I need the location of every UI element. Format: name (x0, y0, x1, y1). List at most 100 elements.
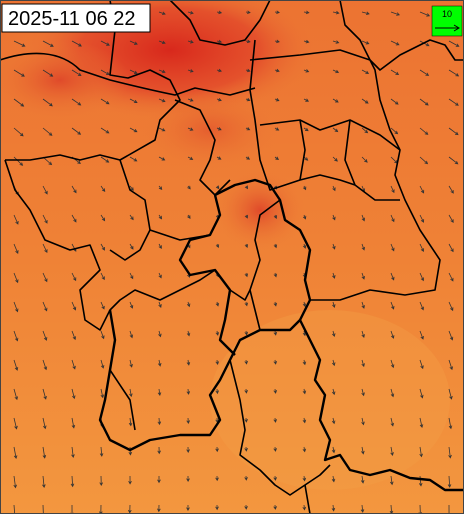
wind-arrow (100, 330, 105, 340)
wind-arrow (42, 475, 46, 489)
wind-arrow (244, 301, 249, 307)
wind-arrow (158, 127, 166, 132)
wind-arrow (361, 388, 365, 397)
wind-arrow (361, 214, 366, 222)
legend-box (431, 5, 463, 37)
wind-arrow (71, 330, 76, 341)
wind-arrow (419, 388, 424, 399)
wind-arrow (419, 446, 423, 458)
wind-arrow (42, 243, 48, 254)
wind-arrow (274, 156, 280, 160)
cool-area (210, 310, 450, 490)
wind-arrow (129, 330, 134, 339)
wind-arrow (360, 475, 365, 484)
wind-arrow (158, 11, 166, 15)
wind-arrow (13, 475, 17, 489)
wind-arrow (332, 156, 338, 162)
wind-arrow (158, 243, 162, 249)
wind-arrow (157, 359, 162, 367)
wind-arrow (390, 388, 395, 398)
wind-arrow (157, 417, 162, 426)
wind-arrow (216, 156, 222, 160)
wind-arrow (215, 475, 219, 482)
wind-arrow (244, 243, 249, 248)
wind-arrow (158, 40, 166, 45)
wind-arrow (448, 185, 454, 194)
wind-arrow (361, 301, 365, 309)
wind-arrow (129, 388, 133, 398)
wind-arrow (158, 156, 166, 161)
wind-arrow (187, 214, 191, 219)
wind-arrow (418, 475, 423, 487)
wind-arrow (244, 417, 248, 423)
wind-arrow (274, 127, 280, 131)
wind-arrow (70, 475, 75, 488)
wind-arrow (187, 98, 194, 102)
wind-arrow (187, 40, 194, 44)
wind-arrow (419, 301, 424, 311)
wind-arrow (390, 243, 395, 252)
wind-arrow (245, 10, 251, 15)
wind-arrow (13, 214, 19, 225)
wind-arrow (100, 214, 106, 222)
wind-arrow (129, 243, 134, 250)
wind-arrow (332, 301, 336, 308)
wind-arrow (360, 504, 365, 513)
wind-arrow (244, 185, 248, 190)
wind-arrow (332, 40, 340, 44)
wind-arrow (448, 98, 459, 106)
wind-arrow (71, 388, 76, 400)
wind-arrow (361, 127, 369, 134)
wind-arrow (71, 69, 82, 77)
wind-arrow (448, 127, 459, 136)
wind-arrow (71, 359, 76, 370)
wind-arrow (302, 475, 307, 482)
wind-arrow (331, 475, 336, 483)
wind-arrow (245, 156, 251, 160)
wind-arrow (331, 504, 336, 512)
wind-arrow (158, 69, 166, 74)
wind-arrow (390, 359, 395, 369)
wind-arrow (129, 185, 134, 191)
wind-arrow (158, 330, 162, 338)
wind-arrow (390, 98, 399, 105)
wind-arrow (361, 98, 369, 104)
wind-arrow (42, 359, 48, 371)
wind-arrow (448, 156, 459, 165)
wind-arrow (216, 97, 222, 102)
wind-arrow (100, 156, 110, 163)
wind-arrow (13, 272, 19, 284)
wind-arrow (303, 10, 310, 15)
wind-arrow (331, 417, 336, 425)
wind-arrow (273, 330, 278, 336)
wind-arrow (186, 504, 190, 512)
wind-arrow (13, 301, 19, 313)
wind-arrow (42, 446, 47, 459)
wind-arrow (71, 185, 77, 194)
wind-arrow (157, 388, 162, 396)
wind-arrow (42, 69, 54, 77)
wind-arrow (129, 156, 138, 162)
wind-arrow (302, 214, 307, 220)
wind-arrow (361, 330, 365, 338)
wind-arrow (158, 185, 163, 191)
wind-arrow (41, 504, 46, 514)
wind-arrow (303, 127, 309, 132)
wind-arrow (448, 417, 453, 430)
timestamp: 2025-11 06 22 (8, 8, 136, 30)
wind-arrow (332, 185, 336, 192)
wind-arrow (42, 127, 53, 136)
wind-arrow (390, 446, 394, 456)
wind-arrow (13, 98, 25, 107)
wind-arrow (332, 127, 339, 133)
wind-arrow (361, 446, 365, 455)
wind-arrow (302, 446, 307, 453)
wind-arrow (302, 388, 307, 395)
wind-arrow (448, 214, 454, 223)
wind-arrow (129, 301, 134, 309)
wind-arrow (13, 417, 18, 430)
wind-arrow (13, 40, 26, 47)
wind-arrow (186, 330, 191, 337)
wind-arrow (419, 11, 431, 17)
wind-arrow (390, 301, 395, 310)
